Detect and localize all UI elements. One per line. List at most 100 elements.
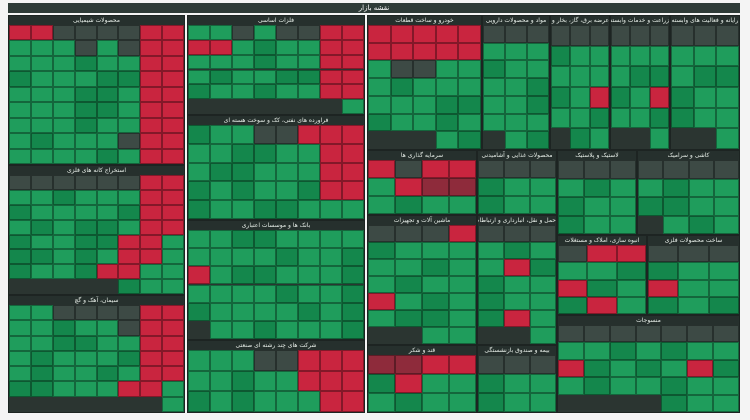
- stock-tile: [232, 248, 254, 267]
- stock-tile: [661, 359, 688, 378]
- sector-name: منسوجات: [558, 316, 739, 325]
- stock-tile: [30, 148, 53, 164]
- stock-tile: [188, 162, 210, 182]
- stock-tile: [298, 284, 320, 303]
- stock-tile: [96, 133, 119, 149]
- stock-tile: [661, 377, 688, 395]
- stock-tile: [232, 391, 254, 412]
- stock-tile: [589, 45, 609, 67]
- stock-tile: [188, 54, 210, 70]
- stock-tile: [458, 131, 481, 149]
- sector-name: قند و شکر: [368, 346, 476, 355]
- stock-tile: [162, 279, 184, 294]
- stock-tile: [368, 293, 395, 310]
- stock-tile: [254, 320, 276, 339]
- stock-tile: [276, 69, 298, 85]
- stock-tile: [188, 248, 210, 267]
- stock-tile: [649, 87, 669, 108]
- stock-tile: [298, 125, 320, 144]
- stock-tile: [609, 359, 636, 378]
- stock-tile: [584, 178, 610, 197]
- stock-tile: [530, 225, 556, 242]
- stock-tile: [504, 276, 530, 293]
- sector: شرکت های چند رشته ای صنعتی: [187, 340, 365, 413]
- stock-tile: [140, 249, 163, 265]
- stock-tile: [478, 393, 504, 412]
- stock-tile: [320, 370, 342, 392]
- stock-tile: [74, 148, 97, 164]
- stock-tile: [188, 230, 210, 249]
- stock-tile: [716, 87, 739, 108]
- stock-tile: [118, 350, 141, 367]
- stock-tile: [368, 113, 391, 132]
- stock-tile: [483, 113, 505, 132]
- stock-tile: [298, 25, 320, 40]
- stock-tile: [630, 25, 650, 46]
- stock-tile: [188, 350, 210, 371]
- stock-tile: [504, 355, 530, 374]
- stock-tile: [254, 350, 276, 371]
- sector-name: رایانه و فعالیت های وابسته: [671, 16, 739, 25]
- stock-tile: [9, 25, 31, 41]
- sector: محصولات شیمیایی: [8, 15, 185, 165]
- stock-tile: [30, 117, 53, 134]
- stock-tile: [422, 225, 449, 242]
- stock-tile: [716, 107, 739, 129]
- stock-tile: [298, 143, 320, 163]
- stock-tile: [422, 355, 449, 374]
- stock-tile: [52, 234, 75, 250]
- stock-tile: [210, 69, 232, 85]
- stock-tile: [504, 310, 530, 327]
- stock-tile: [188, 143, 210, 163]
- stock-tile: [118, 366, 141, 382]
- stock-tile: [298, 69, 320, 85]
- stock-tile: [140, 117, 163, 134]
- stock-tile: [140, 366, 163, 382]
- stock-tile: [449, 327, 476, 344]
- stock-tile: [118, 335, 141, 351]
- stock-tile: [298, 320, 320, 339]
- stock-tile: [254, 162, 276, 182]
- stock-tile: [504, 242, 530, 259]
- stock-tile: [713, 178, 739, 197]
- stock-tile: [298, 370, 320, 392]
- stock-tile: [583, 325, 610, 343]
- stock-tile: [276, 248, 298, 267]
- stock-tile: [449, 242, 476, 259]
- map-title: نقشه بازار: [8, 3, 740, 13]
- stock-tile: [96, 234, 119, 250]
- stock-tile: [210, 391, 232, 412]
- stock-tile: [693, 87, 717, 108]
- stock-tile: [210, 143, 232, 163]
- stock-tile: [140, 305, 163, 321]
- stock-tile: [254, 84, 276, 100]
- stock-tile: [693, 45, 717, 67]
- stock-tile: [232, 350, 254, 371]
- stock-tile: [74, 117, 97, 134]
- stock-tile: [478, 259, 504, 276]
- stock-tile: [458, 60, 481, 79]
- stock-tile: [716, 25, 739, 46]
- stock-tile: [210, 266, 232, 285]
- stock-tile: [276, 230, 298, 249]
- stock-tile: [558, 359, 584, 378]
- sector-name: زراعت و خدمات وابسته: [611, 16, 669, 25]
- stock-tile: [96, 55, 119, 72]
- stock-tile: [9, 320, 31, 336]
- stock-tile: [688, 215, 714, 234]
- stock-tile: [298, 162, 320, 182]
- stock-tile: [298, 230, 320, 249]
- stock-tile: [504, 225, 530, 242]
- stock-tile: [210, 200, 232, 219]
- stock-tile: [188, 181, 210, 201]
- stock-tile: [713, 377, 739, 395]
- stock-tile: [320, 350, 342, 371]
- stock-tile: [630, 87, 650, 108]
- sector-name: حمل و نقل، انبارداری و ارتباطات: [478, 216, 556, 225]
- stock-tile: [188, 391, 210, 412]
- stock-tile: [74, 234, 97, 250]
- stock-tile: [320, 284, 342, 303]
- stock-tile: [162, 71, 184, 87]
- stock-tile: [589, 87, 609, 108]
- stock-tile: [678, 296, 709, 314]
